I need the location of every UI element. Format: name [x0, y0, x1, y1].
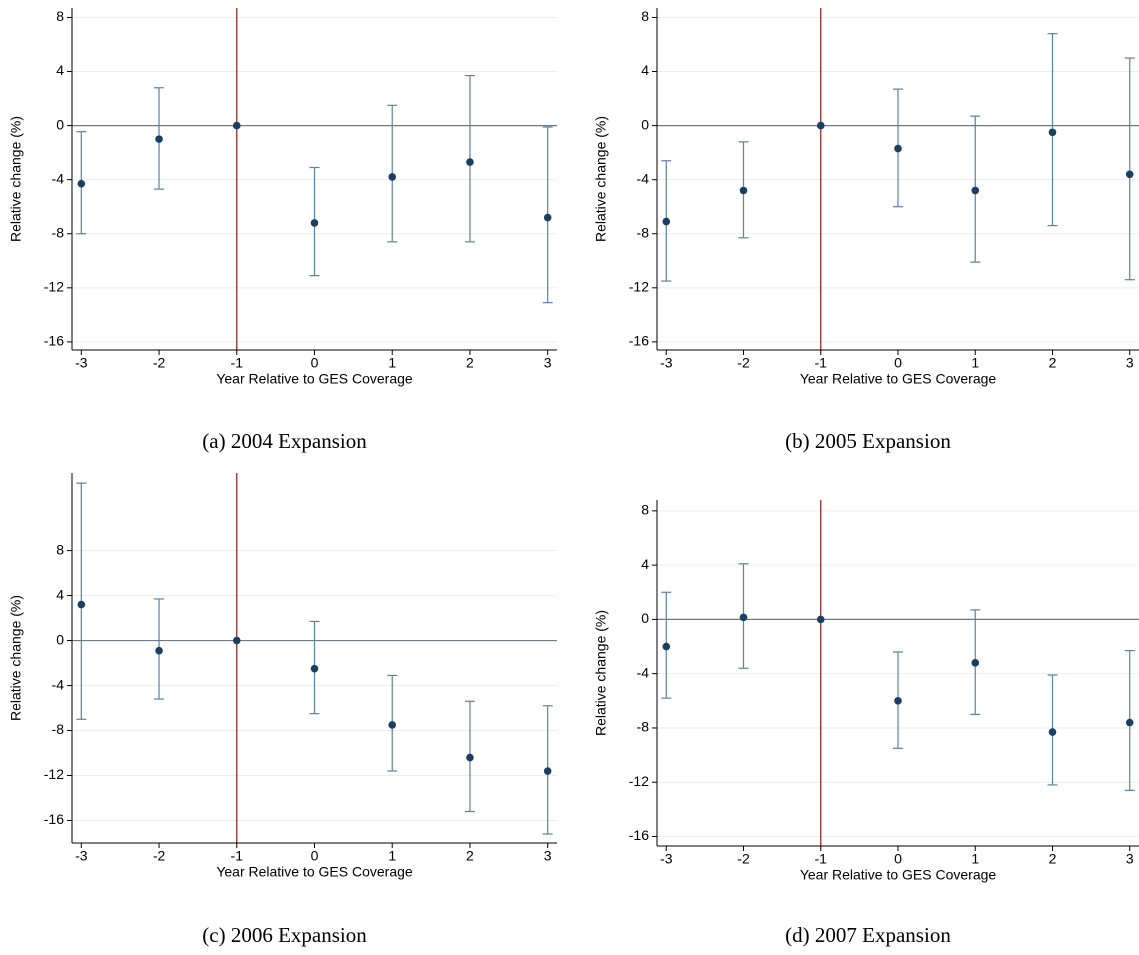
point-estimate: [466, 158, 474, 166]
point-estimate: [155, 135, 163, 143]
y-tick-label: -8: [637, 719, 650, 735]
y-tick-label: -16: [629, 827, 649, 843]
y-tick-label: 8: [641, 502, 649, 518]
point-estimate: [77, 600, 86, 609]
y-tick-label: -4: [637, 170, 650, 186]
y-axis-label: Relative change (%): [593, 610, 609, 736]
y-tick-label: -4: [52, 676, 65, 692]
x-tick-label: -2: [737, 355, 750, 371]
x-axis-label: Year Relative to GES Coverage: [216, 371, 413, 387]
x-tick-label: -2: [153, 848, 166, 864]
point-estimate: [816, 615, 825, 624]
point-estimate: [971, 659, 980, 667]
y-tick-label: 0: [641, 610, 649, 626]
x-tick-label: 3: [544, 355, 552, 371]
point-estimate: [310, 664, 319, 673]
y-tick-label: 4: [56, 62, 64, 78]
x-tick-label: 1: [971, 851, 979, 867]
point-estimate: [1048, 128, 1057, 137]
point-estimate: [543, 767, 552, 775]
point-estimate: [1125, 718, 1134, 727]
point-estimate: [466, 753, 474, 762]
x-tick-label: 2: [466, 848, 474, 864]
x-tick-label: 2: [1049, 355, 1057, 371]
point-estimate: [543, 213, 552, 222]
point-estimate: [816, 121, 825, 130]
y-tick-label: 8: [56, 541, 64, 557]
y-tick-label: 4: [641, 556, 649, 572]
point-estimate: [232, 121, 241, 130]
caption: (a) 2004 Expansion: [202, 429, 367, 453]
x-tick-label: -2: [737, 851, 750, 867]
x-tick-label: -1: [231, 355, 244, 371]
x-tick-label: 3: [544, 848, 552, 864]
point-estimate: [662, 217, 671, 226]
y-tick-label: 4: [641, 62, 649, 78]
x-tick-label: 0: [311, 355, 319, 371]
point-estimate: [77, 179, 86, 188]
x-tick-label: -1: [231, 848, 244, 864]
point-estimate: [894, 144, 902, 153]
point-estimate: [155, 646, 163, 655]
y-tick-label: -4: [637, 664, 650, 680]
y-tick-label: 4: [56, 586, 64, 602]
point-estimate: [388, 173, 397, 181]
caption: (d) 2007 Expansion: [785, 923, 951, 947]
y-tick-label: -12: [44, 766, 64, 782]
y-tick-label: 0: [56, 116, 64, 132]
point-estimate: [739, 186, 748, 195]
x-tick-label: 0: [311, 848, 319, 864]
y-axis-label: Relative change (%): [593, 116, 609, 242]
x-tick-label: 3: [1126, 851, 1134, 867]
y-tick-label: -12: [44, 279, 64, 295]
x-tick-label: 2: [466, 355, 474, 371]
y-tick-label: 0: [56, 631, 64, 647]
y-tick-label: -8: [637, 224, 650, 240]
x-tick-label: 1: [388, 355, 396, 371]
y-tick-label: -16: [629, 333, 649, 349]
x-tick-label: 0: [894, 355, 902, 371]
x-tick-label: 1: [971, 355, 979, 371]
point-estimate: [971, 186, 980, 195]
x-axis-label: Year Relative to GES Coverage: [800, 371, 997, 387]
point-estimate: [1048, 728, 1057, 736]
x-tick-label: -3: [660, 851, 673, 867]
caption: (c) 2006 Expansion: [202, 923, 367, 947]
y-tick-label: -12: [629, 279, 649, 295]
y-tick-label: -16: [44, 811, 64, 827]
point-estimate: [310, 219, 319, 227]
y-axis-label: Relative change (%): [8, 595, 24, 721]
point-estimate: [232, 636, 241, 645]
y-tick-label: 8: [56, 8, 64, 24]
x-tick-label: -3: [75, 355, 88, 371]
y-tick-label: -12: [629, 773, 649, 789]
caption: (b) 2005 Expansion: [785, 429, 951, 453]
point-estimate: [1125, 170, 1134, 179]
y-tick-label: 8: [641, 8, 649, 24]
y-tick-label: -8: [52, 224, 65, 240]
x-tick-label: -3: [660, 355, 673, 371]
x-tick-label: 3: [1126, 355, 1134, 371]
y-tick-label: -8: [52, 721, 65, 737]
x-tick-label: 2: [1049, 851, 1057, 867]
y-tick-label: 0: [641, 116, 649, 132]
x-tick-label: -2: [153, 355, 166, 371]
x-tick-label: -3: [75, 848, 88, 864]
x-axis-label: Year Relative to GES Coverage: [216, 864, 413, 880]
x-tick-label: -1: [815, 851, 828, 867]
x-tick-label: 1: [388, 848, 396, 864]
y-tick-label: -16: [44, 333, 64, 349]
x-axis-label: Year Relative to GES Coverage: [800, 867, 997, 883]
point-estimate: [894, 697, 902, 705]
point-estimate: [739, 613, 748, 622]
y-tick-label: -4: [52, 170, 65, 186]
x-tick-label: -1: [815, 355, 828, 371]
point-estimate: [662, 642, 671, 651]
point-estimate: [388, 721, 397, 729]
y-axis-label: Relative change (%): [8, 116, 24, 242]
x-tick-label: 0: [894, 851, 902, 867]
